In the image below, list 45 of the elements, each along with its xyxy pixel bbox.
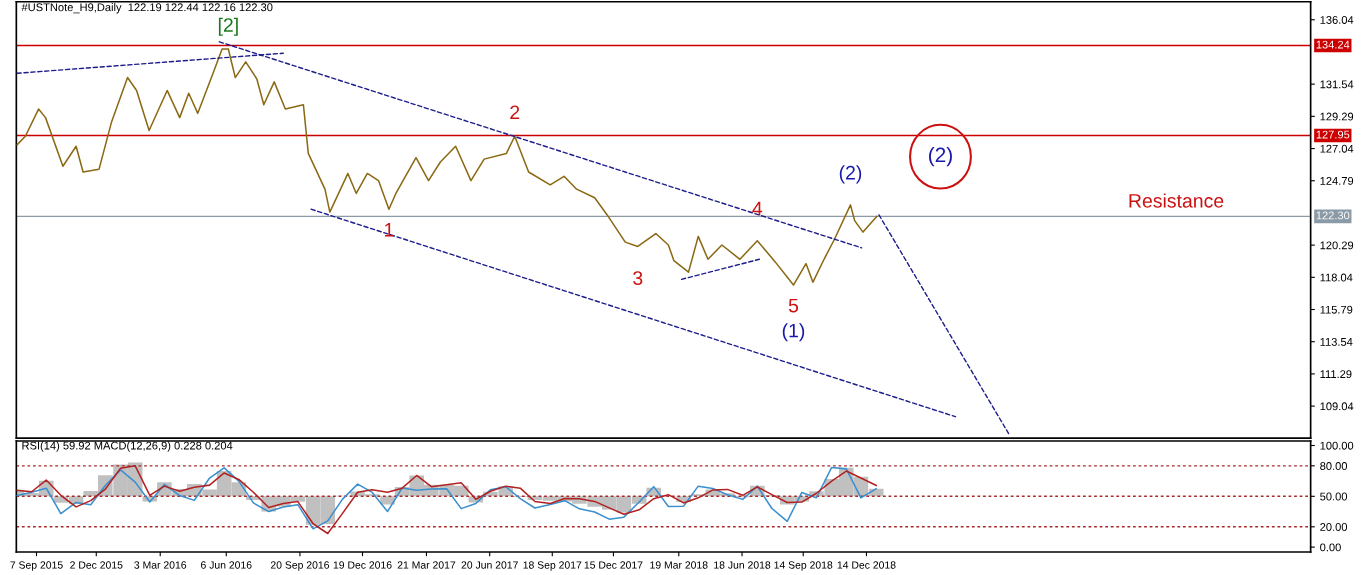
x-tick-label: 20 Jun 2017: [461, 561, 518, 569]
ref-line-label: 122.30: [1316, 211, 1350, 220]
x-tick-label: 15 Dec 2017: [584, 561, 643, 569]
y-tick-label: 136.04: [1320, 16, 1354, 24]
y-tick-label: 124.79: [1320, 177, 1354, 185]
y-tick-label: 100.00: [1320, 441, 1354, 450]
ref-line-label: 127.95: [1316, 130, 1350, 139]
y-tick-label: 80.00: [1320, 462, 1348, 470]
ref-line-label: 134.24: [1316, 40, 1350, 49]
y-tick-label: 113.54: [1320, 337, 1353, 346]
annotation: 5: [788, 298, 799, 313]
y-tick-label: 115.79: [1320, 305, 1353, 314]
x-tick-label: 19 Dec 2016: [333, 561, 392, 569]
chart-title: RSI(14) 59.92 MACD(12,26,9) 0.228 0.204: [22, 441, 233, 452]
x-tick-label: 6 Jun 2016: [201, 561, 252, 569]
y-tick-label: 20.00: [1320, 523, 1348, 531]
annotation: 1: [384, 223, 394, 237]
annotation: (2): [929, 146, 952, 167]
y-tick-label: 120.29: [1320, 241, 1354, 250]
x-tick-label: 14 Sep 2018: [774, 561, 833, 571]
chart-title: #USTNote_H9,Daily 122.19 122.44 122.16 122.30: [21, 3, 273, 14]
y-tick-label: 111.29: [1320, 370, 1352, 379]
x-tick-label: 3 Mar 2016: [134, 561, 187, 569]
x-tick-label: 19 Mar 2018: [650, 561, 708, 569]
annotation: (1): [782, 323, 805, 342]
y-tick-label: 131.54: [1320, 80, 1354, 89]
x-tick-label: 21 Mar 2017: [397, 561, 456, 569]
x-tick-label: 7 Sep 2015: [10, 561, 63, 571]
annotation: (2): [839, 165, 862, 184]
y-tick-label: 0.00: [1320, 543, 1341, 552]
annotation: [2]: [218, 17, 238, 36]
x-tick-label: 18 Sep 2017: [523, 561, 582, 571]
annotation: 2: [510, 105, 520, 120]
x-tick-label: 14 Dec 2018: [837, 561, 896, 569]
y-tick-label: 50.00: [1320, 492, 1348, 501]
annotation: Resistance: [1129, 193, 1224, 208]
y-tick-label: 127.04: [1320, 144, 1354, 153]
annotation: 3: [633, 271, 643, 285]
x-tick-label: 2 Dec 2015: [70, 561, 123, 569]
annotation: 4: [752, 201, 763, 216]
y-tick-label: 109.04: [1320, 402, 1354, 411]
x-tick-label: 20 Sep 2016: [270, 561, 330, 571]
x-tick-label: 18 Jun 2018: [714, 561, 771, 569]
y-tick-label: 118.04: [1320, 273, 1353, 282]
y-tick-label: 129.29: [1320, 112, 1354, 121]
